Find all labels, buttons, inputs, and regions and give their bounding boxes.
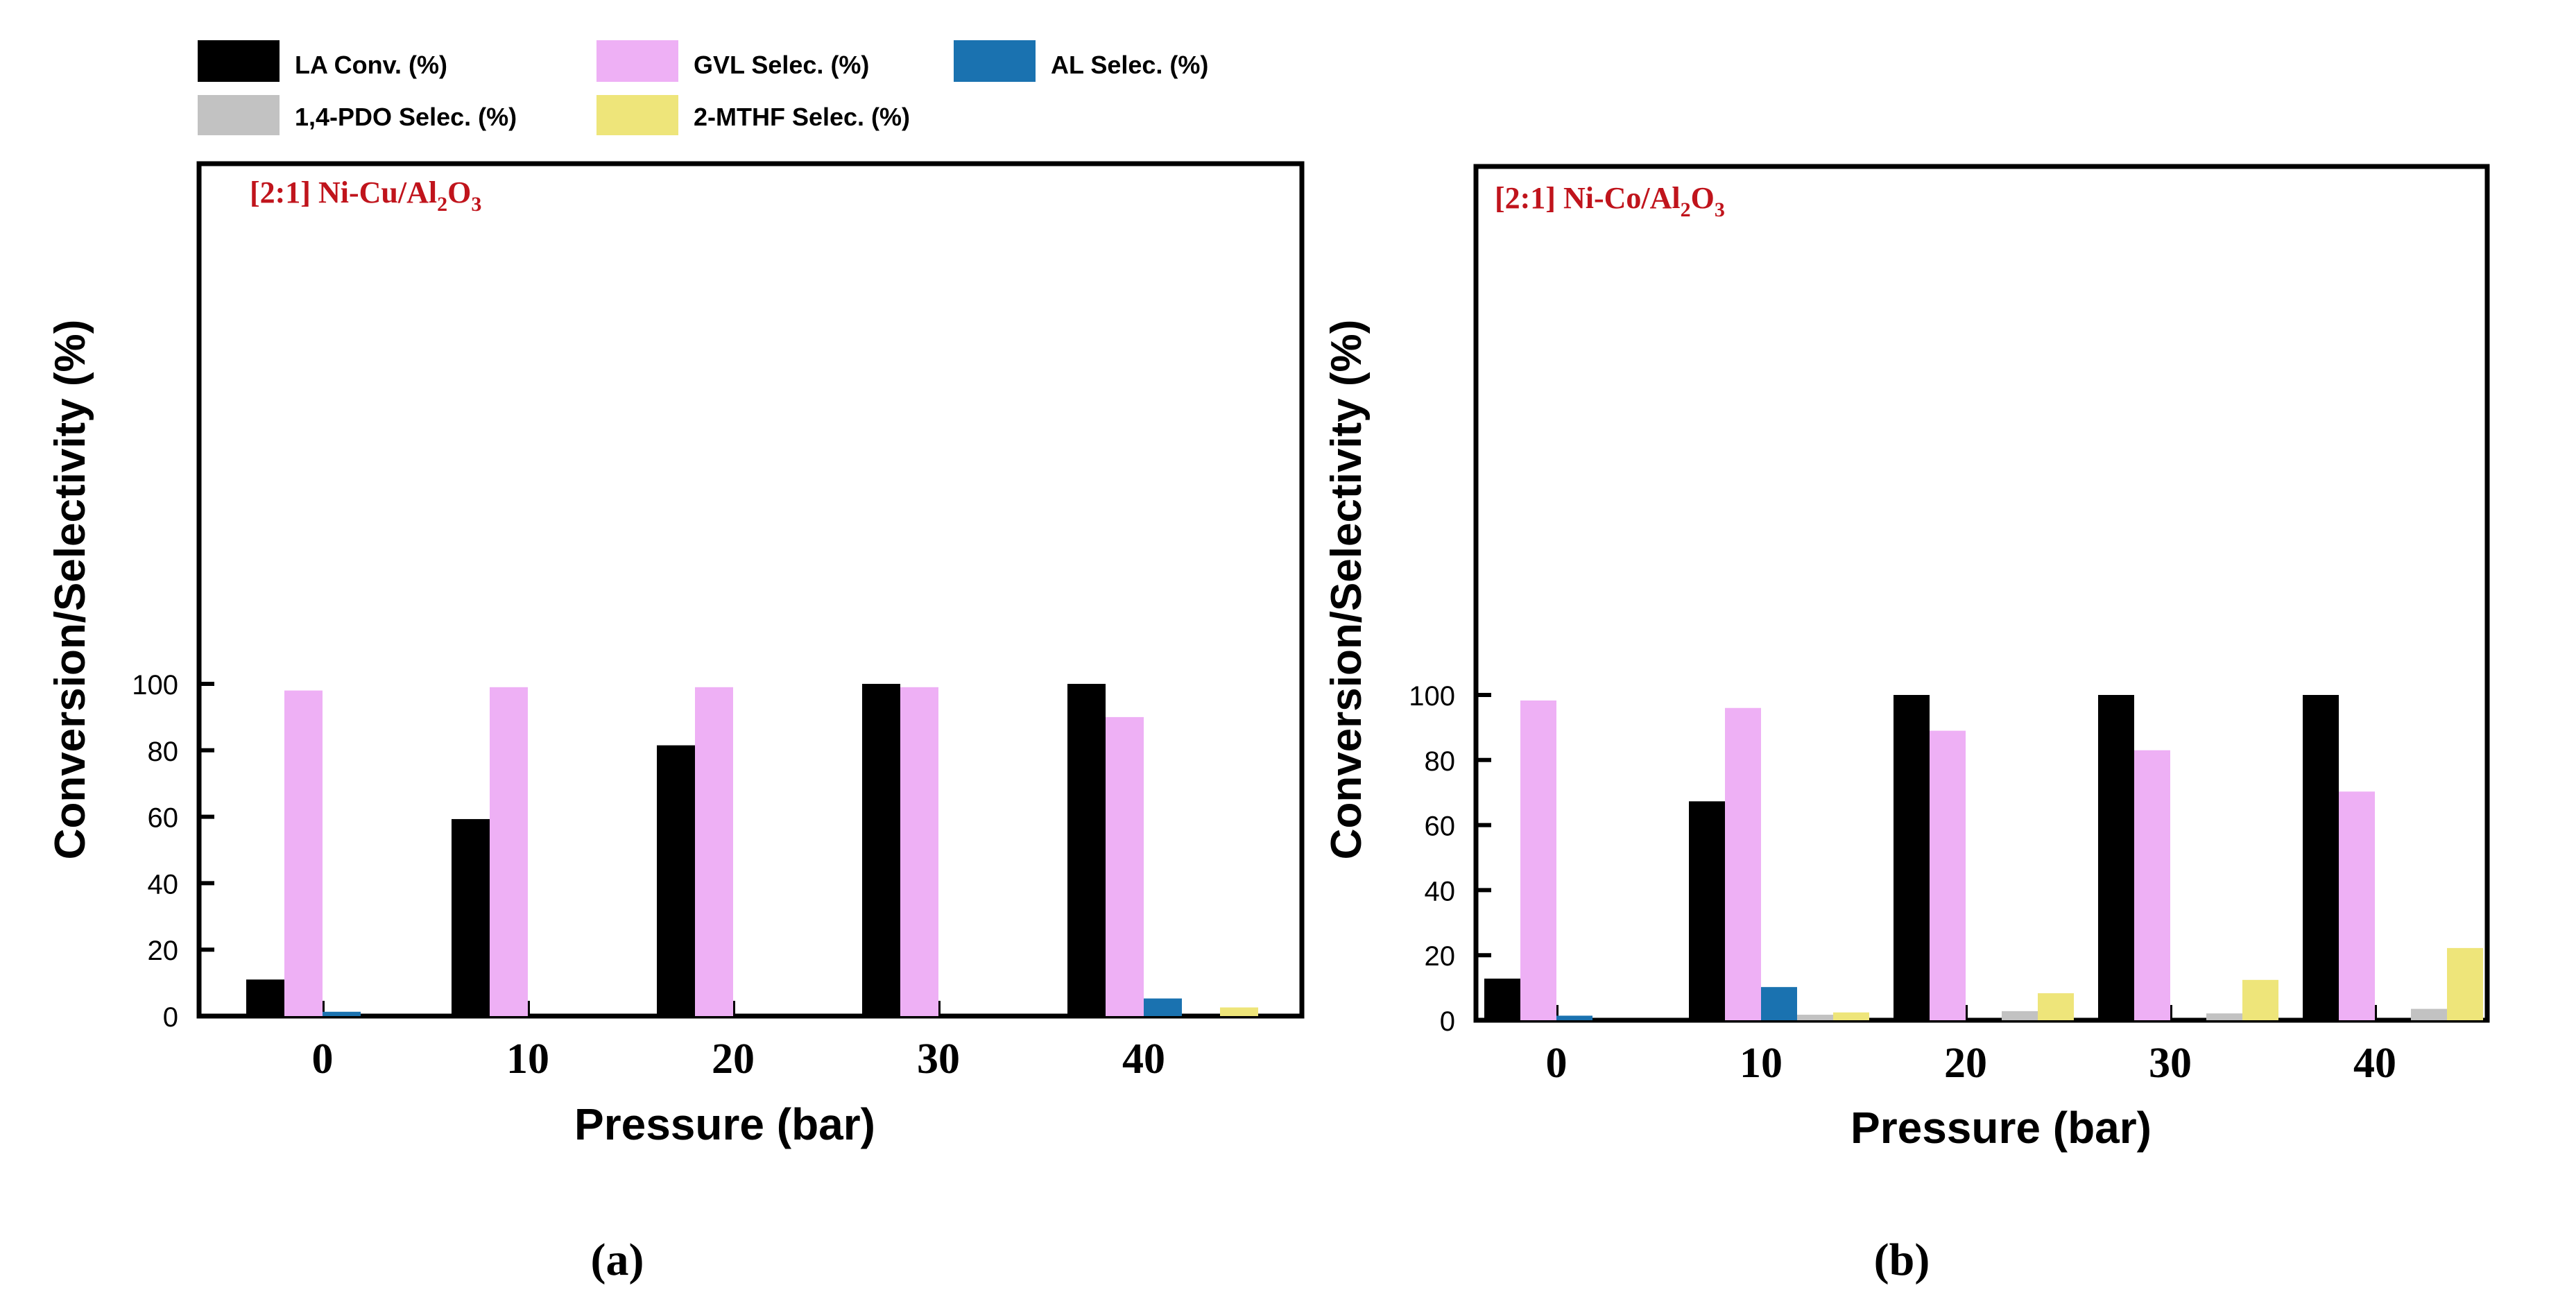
bar-b-al-selec-10 (1761, 987, 1797, 1020)
legend-swatch-la-conv (198, 40, 280, 82)
y-axis-label-b: Conversion/Selectivity (%) (1323, 320, 1371, 860)
x-ticks-b: 0 10 20 30 40 (1546, 1005, 2396, 1087)
bar-b-al-selec-0 (1556, 1015, 1592, 1020)
legend-item-mthf-selec: 2-MTHF Selec. (%) (596, 95, 910, 135)
x-tick-label-a-40: 40 (1122, 1035, 1165, 1083)
x-tick-label-b-10: 10 (1740, 1040, 1783, 1087)
y-tick-label-b-80: 80 (1425, 746, 1456, 777)
bar-a-gvl-selec-40 (1106, 716, 1144, 1016)
bar-b-la-conv-10 (1689, 801, 1725, 1020)
legend-swatch-mthf-selec (596, 95, 678, 135)
bar-b-mthf-selec-10 (1833, 1012, 1869, 1020)
y-tick-label-b-100: 100 (1409, 681, 1455, 712)
panel-title-a-sub2: 3 (471, 193, 481, 216)
y-tick-label-a-60: 60 (148, 803, 179, 834)
panel-label-a: (a) (591, 1235, 644, 1285)
bar-b-pdo-selec-20 (2002, 1011, 2038, 1020)
y-tick-label-a-80: 80 (148, 737, 179, 767)
bar-b-pdo-selec-40 (2411, 1008, 2447, 1020)
bar-b-la-conv-40 (2303, 695, 2339, 1020)
bar-a-al-selec-40 (1144, 998, 1182, 1016)
bar-b-mthf-selec-30 (2242, 979, 2278, 1020)
x-ticks-a: 0 10 20 30 40 (312, 1001, 1165, 1083)
bar-b-gvl-selec-30 (2134, 750, 2170, 1020)
bar-b-mthf-selec-20 (2038, 993, 2074, 1020)
legend-swatch-gvl-selec (596, 40, 678, 82)
legend-item-la-conv: LA Conv. (%) (198, 40, 447, 82)
panel-title-b: [2:1] Ni-Co/Al2O3 (1495, 181, 1725, 221)
bars-b (1484, 695, 2483, 1020)
bar-b-la-conv-0 (1484, 978, 1520, 1020)
bar-a-al-selec-0 (323, 1011, 361, 1016)
y-tick-label-a-0: 0 (163, 1002, 178, 1033)
panel-title-a-main: [2:1] Ni-Cu/Al (250, 175, 437, 209)
bar-b-la-conv-30 (2098, 695, 2134, 1020)
legend-label-la-conv: LA Conv. (%) (295, 51, 447, 79)
bar-a-gvl-selec-30 (900, 687, 938, 1016)
plot-frame-a (196, 161, 1305, 1019)
y-ticks-a: 0 20 40 60 80 100 (132, 670, 214, 1033)
legend-label-gvl-selec: GVL Selec. (%) (694, 51, 869, 79)
bars-a (246, 684, 1258, 1016)
panel-label-b: (b) (1874, 1235, 1930, 1285)
bar-a-la-conv-30 (862, 684, 900, 1016)
bar-b-mthf-selec-40 (2447, 947, 2483, 1020)
legend-item-pdo-selec: 1,4-PDO Selec. (%) (198, 95, 517, 135)
y-tick-label-b-0: 0 (1440, 1006, 1455, 1037)
x-axis-label-b: Pressure (bar) (1851, 1103, 2152, 1153)
legend-swatch-al-selec (954, 40, 1036, 82)
bar-b-gvl-selec-40 (2339, 791, 2375, 1020)
y-tick-label-a-100: 100 (132, 670, 178, 701)
bar-a-la-conv-40 (1067, 684, 1106, 1016)
bar-b-pdo-selec-30 (2206, 1013, 2242, 1020)
panel-title-a-mid: O (447, 175, 471, 209)
bar-a-mthf-selec-40 (1220, 1007, 1258, 1016)
bar-b-gvl-selec-20 (1930, 730, 1966, 1020)
panel-title-a: [2:1] Ni-Cu/Al2O3 (250, 175, 481, 216)
bar-a-la-conv-10 (452, 818, 490, 1016)
y-axis-label-a: Conversion/Selectivity (%) (46, 320, 94, 860)
y-tick-label-b-40: 40 (1425, 876, 1456, 906)
panel-title-b-sub2: 3 (1715, 198, 1725, 221)
x-tick-label-b-0: 0 (1546, 1040, 1568, 1087)
bar-b-gvl-selec-0 (1520, 700, 1556, 1020)
y-ticks-b: 0 20 40 60 80 100 (1409, 681, 1491, 1037)
chart-panel-b: [2:1] Ni-Co/Al2O3 0 20 40 60 80 100 0 10 20 30 40… (1323, 164, 2490, 1285)
bar-a-gvl-selec-0 (284, 690, 323, 1016)
bar-b-gvl-selec-10 (1725, 707, 1761, 1020)
legend-swatch-pdo-selec (198, 95, 280, 135)
bar-a-la-conv-20 (657, 745, 695, 1016)
panel-title-b-main: [2:1] Ni-Co/Al (1495, 181, 1681, 215)
x-tick-label-a-20: 20 (712, 1035, 755, 1083)
legend-label-pdo-selec: 1,4-PDO Selec. (%) (295, 103, 517, 131)
y-tick-label-a-20: 20 (148, 936, 179, 966)
bar-a-gvl-selec-10 (490, 687, 528, 1016)
x-tick-label-a-10: 10 (506, 1035, 549, 1083)
bar-b-pdo-selec-10 (1797, 1015, 1833, 1020)
x-tick-label-b-40: 40 (2353, 1040, 2396, 1087)
y-tick-label-b-20: 20 (1425, 941, 1456, 972)
x-tick-label-a-0: 0 (312, 1035, 334, 1083)
bar-a-gvl-selec-20 (695, 687, 733, 1016)
x-tick-label-a-30: 30 (917, 1035, 960, 1083)
plot-frame-b (1473, 164, 2490, 1023)
panel-title-b-sub1: 2 (1681, 198, 1691, 221)
chart-panel-a: [2:1] Ni-Cu/Al2O3 0 20 40 60 80 100 0 10 20 30 40… (46, 161, 1305, 1285)
legend-label-al-selec: AL Selec. (%) (1051, 51, 1208, 79)
y-tick-label-a-40: 40 (148, 869, 179, 900)
legend-label-mthf-selec: 2-MTHF Selec. (%) (694, 103, 910, 131)
panel-title-b-mid: O (1691, 181, 1715, 215)
x-axis-label-a: Pressure (bar) (574, 1099, 875, 1149)
bar-b-la-conv-20 (1894, 695, 1930, 1020)
legend: LA Conv. (%) GVL Selec. (%) AL Selec. (%… (198, 40, 1208, 135)
panel-title-a-sub1: 2 (437, 193, 447, 216)
legend-item-gvl-selec: GVL Selec. (%) (596, 40, 869, 82)
bar-a-la-conv-0 (246, 979, 284, 1016)
x-tick-label-b-30: 30 (2149, 1040, 2192, 1087)
legend-item-al-selec: AL Selec. (%) (954, 40, 1208, 82)
y-tick-label-b-60: 60 (1425, 811, 1456, 842)
x-tick-label-b-20: 20 (1944, 1040, 1987, 1087)
